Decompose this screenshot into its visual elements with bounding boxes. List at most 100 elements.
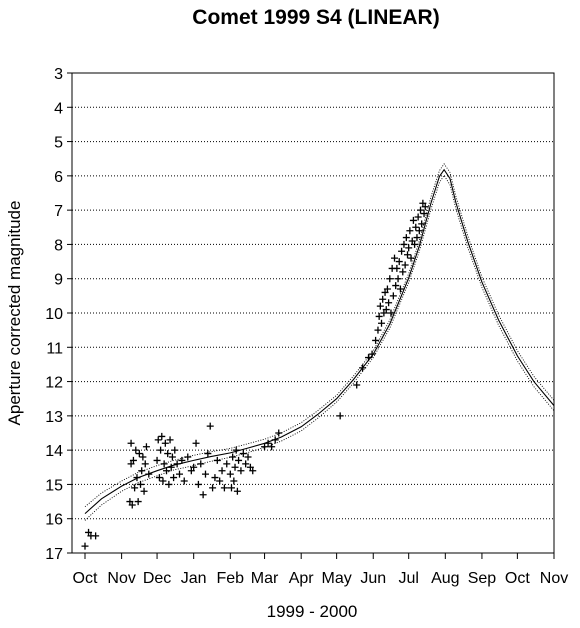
data-point [421, 203, 429, 211]
x-tick-label: Nov [107, 570, 135, 587]
data-point [378, 319, 386, 327]
data-point [235, 456, 243, 464]
data-point [155, 474, 163, 482]
data-point [178, 456, 186, 464]
y-tick-label: 8 [54, 237, 63, 254]
data-point [264, 439, 272, 447]
data-point [414, 213, 422, 221]
data-point [411, 240, 419, 248]
data-point [230, 477, 238, 485]
y-axis-ticks: 3 4 5 6 7 8 9 10 11 12 13 14 15 16 17 [45, 66, 72, 563]
data-point [372, 336, 380, 344]
data-point [401, 261, 409, 269]
x-axis-label: 1999 - 2000 [267, 602, 358, 621]
data-point [418, 220, 426, 228]
data-point [382, 306, 390, 314]
data-point [132, 446, 140, 454]
data-point [394, 275, 402, 283]
data-point [184, 453, 192, 461]
data-point [218, 467, 226, 475]
data-point [201, 470, 209, 478]
data-point [138, 467, 146, 475]
data-point [199, 491, 207, 499]
data-point [398, 247, 406, 255]
data-point [129, 456, 137, 464]
data-point [244, 453, 252, 461]
data-point [400, 240, 408, 248]
data-point [379, 295, 387, 303]
data-point [160, 460, 168, 468]
data-point [137, 480, 145, 488]
data-point [213, 456, 221, 464]
data-point [412, 223, 420, 231]
data-point [127, 439, 135, 447]
model-curve-solid [84, 168, 555, 515]
data-point [375, 312, 383, 320]
model-curves [84, 163, 555, 521]
x-tick-label: Oct [505, 570, 530, 587]
data-point [158, 432, 166, 440]
data-point [359, 364, 367, 372]
data-point [261, 443, 269, 451]
data-point [383, 285, 391, 293]
data-point [275, 429, 283, 437]
x-tick-label: Jun [360, 570, 386, 587]
data-point [242, 460, 250, 468]
data-point [135, 450, 143, 458]
model-curve-dotted-inner [84, 174, 555, 521]
data-point [226, 470, 234, 478]
data-point [396, 285, 404, 293]
data-point [173, 460, 181, 468]
data-point [395, 258, 403, 266]
data-point [232, 446, 240, 454]
data-point [231, 463, 239, 471]
data-point [163, 467, 171, 475]
data-point [167, 463, 175, 471]
data-point [159, 477, 167, 485]
data-point [392, 282, 400, 290]
data-point [197, 460, 205, 468]
data-point [168, 453, 176, 461]
data-point [336, 412, 344, 420]
y-tick-label: 10 [45, 306, 63, 323]
data-point [229, 453, 237, 461]
data-point [353, 381, 361, 389]
data-point [368, 350, 376, 358]
data-point [131, 484, 139, 492]
data-point [407, 254, 415, 262]
data-point [211, 474, 219, 482]
y-tick-label: 6 [54, 169, 63, 186]
y-tick-label: 17 [45, 546, 63, 563]
model-curve-dotted-outer [84, 163, 555, 508]
data-point [386, 275, 394, 283]
x-axis-ticks: Oct Nov Dec Jan Feb Mar Apr May Jun Jul Aug Sep Oct N… [73, 553, 568, 587]
grid-lines [72, 106, 554, 520]
data-point [176, 470, 184, 478]
data-point [415, 227, 423, 235]
data-point [161, 439, 169, 447]
data-point [376, 302, 384, 310]
data-point [190, 463, 198, 471]
data-point [268, 443, 276, 451]
data-point [180, 477, 188, 485]
data-point [157, 446, 165, 454]
x-tick-label: Dec [143, 570, 171, 587]
data-point [227, 484, 235, 492]
x-tick-label: Mar [251, 570, 279, 587]
y-tick-label: 4 [54, 100, 63, 117]
x-tick-label: May [322, 570, 352, 587]
data-point [237, 467, 245, 475]
data-point [389, 292, 397, 300]
data-point [165, 480, 173, 488]
data-point [223, 460, 231, 468]
data-point [406, 227, 414, 235]
data-point [216, 477, 224, 485]
data-point [170, 474, 178, 482]
x-tick-label: Feb [217, 570, 245, 587]
data-point [391, 254, 399, 262]
data-point [128, 501, 136, 509]
data-point [139, 453, 147, 461]
y-tick-label: 12 [45, 375, 63, 392]
x-tick-label: Jan [181, 570, 207, 587]
